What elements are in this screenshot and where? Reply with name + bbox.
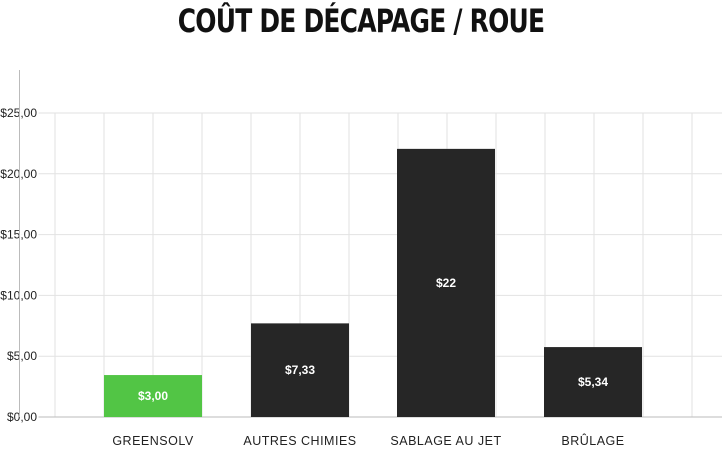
- y-tick-label: $5,00: [7, 349, 37, 363]
- y-tick-label: $25,00: [0, 106, 37, 120]
- x-category-label: AUTRES CHIMIES: [243, 434, 356, 448]
- x-category-label: BRÛLAGE: [561, 433, 624, 448]
- bar-data-label: $5,34: [578, 375, 608, 389]
- bar: [104, 375, 202, 417]
- y-tick-label: $0,00: [7, 410, 37, 424]
- bar-data-label: $22: [436, 276, 456, 290]
- x-category-label: SABLAGE AU JET: [390, 434, 501, 448]
- bar: [251, 323, 349, 417]
- chart-title: COÛT DE DÉCAPAGE / ROUE: [177, 2, 545, 40]
- bar: [544, 347, 642, 417]
- x-category-label: GREENSOLV: [112, 434, 194, 448]
- bar-data-label: $7,33: [285, 363, 315, 377]
- bar-data-label: $3,00: [138, 389, 168, 403]
- y-tick-label: $10,00: [0, 288, 37, 302]
- bar: [397, 148, 495, 417]
- y-tick-label: $15,00: [0, 228, 37, 242]
- y-tick-label: $20,00: [0, 167, 37, 181]
